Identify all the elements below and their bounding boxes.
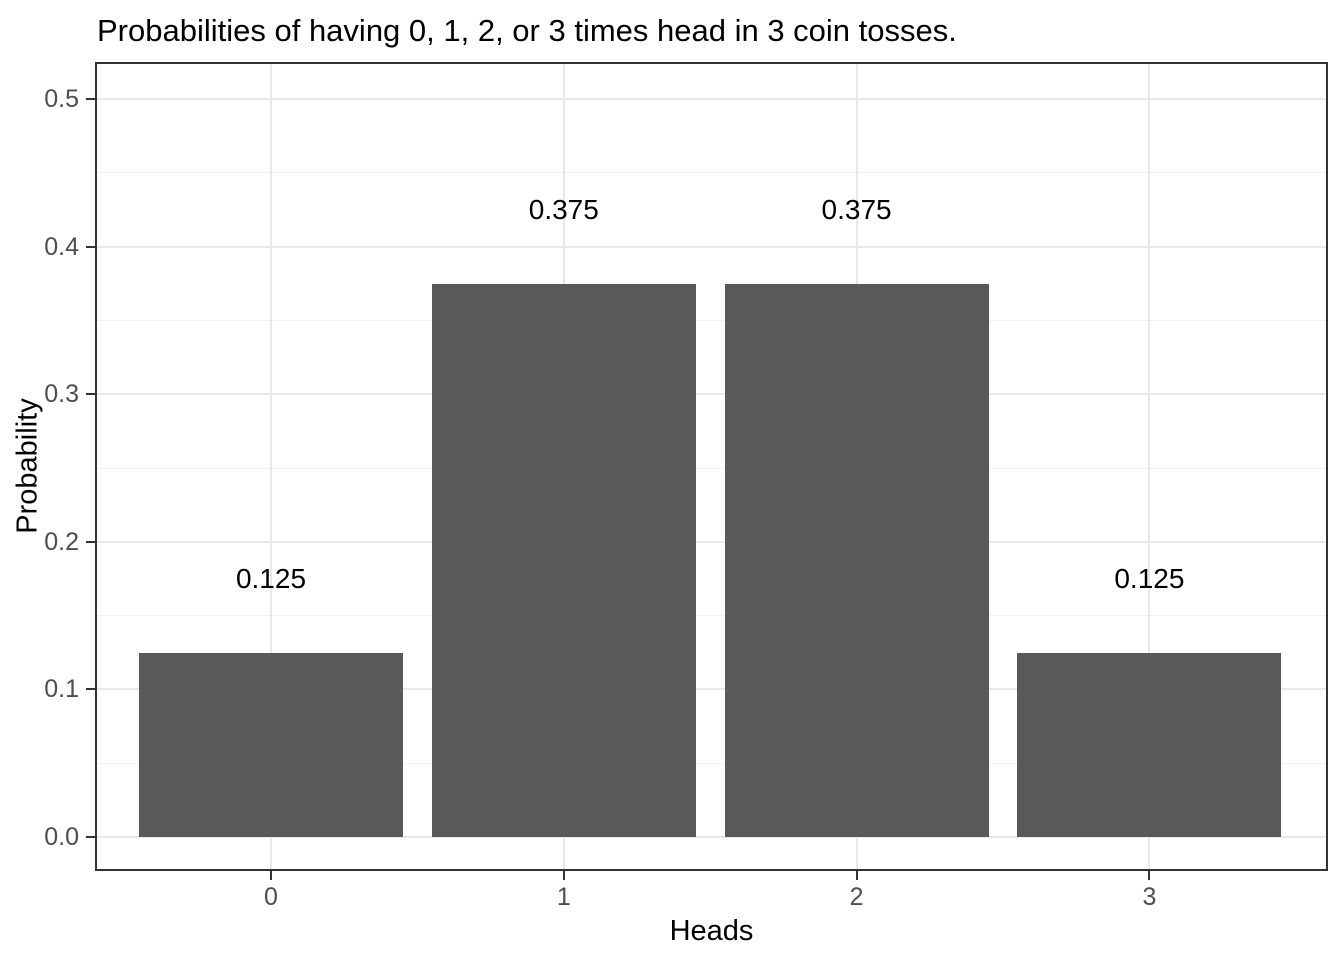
gridline-vertical	[270, 62, 272, 871]
gridline-major	[95, 98, 1328, 100]
x-tick-mark	[270, 871, 272, 880]
gridline-minor	[95, 467, 1328, 469]
y-tick-label: 0.2	[44, 527, 79, 556]
y-tick-label: 0.4	[44, 232, 79, 261]
bar-value-label: 0.375	[821, 193, 892, 225]
plot-panel: 0.125 0.375 0.375 0.125	[95, 62, 1328, 871]
y-tick-mark	[86, 540, 95, 543]
bar	[431, 283, 696, 837]
gridline-vertical	[1148, 62, 1151, 871]
bar-value-label: 0.375	[528, 193, 599, 225]
x-tick-mark	[1148, 871, 1151, 880]
bar	[1017, 652, 1282, 837]
gridline-major	[95, 836, 1328, 838]
y-tick-mark	[86, 836, 95, 838]
x-tick-label: 3	[1142, 883, 1157, 911]
gridline-minor	[95, 762, 1328, 764]
y-tick-mark	[86, 393, 95, 396]
gridline-major	[95, 245, 1328, 248]
bar-value-label: 0.125	[1114, 562, 1185, 594]
y-axis-title: Probability	[11, 398, 44, 534]
x-tick-label: 0	[264, 883, 278, 911]
bar	[724, 283, 989, 837]
y-tick-label: 0.3	[44, 380, 79, 409]
y-tick-label: 0.0	[44, 823, 79, 851]
gridline-major	[95, 540, 1328, 543]
y-tick-mark	[86, 245, 95, 248]
bar-value-label: 0.125	[235, 562, 307, 594]
gridline-minor	[95, 172, 1328, 174]
x-axis-title: Heads	[669, 915, 754, 947]
x-tick-mark	[855, 871, 858, 880]
gridline-minor	[95, 615, 1328, 617]
y-tick-label: 0.5	[44, 85, 79, 113]
gridline-major	[95, 393, 1328, 396]
y-axis-title-area: Probability	[10, 0, 46, 932]
y-tick-label: 0.1	[44, 675, 79, 704]
gridline-major	[95, 688, 1328, 691]
x-tick-label: 1	[556, 883, 571, 911]
chart-title: Probabilities of having 0, 1, 2, or 3 ti…	[97, 13, 957, 48]
y-tick-mark	[86, 688, 95, 691]
x-tick-mark	[562, 871, 565, 880]
y-tick-mark	[86, 98, 95, 100]
gridline-minor	[95, 319, 1328, 321]
x-tick-label: 2	[849, 883, 864, 911]
bar	[139, 652, 403, 837]
